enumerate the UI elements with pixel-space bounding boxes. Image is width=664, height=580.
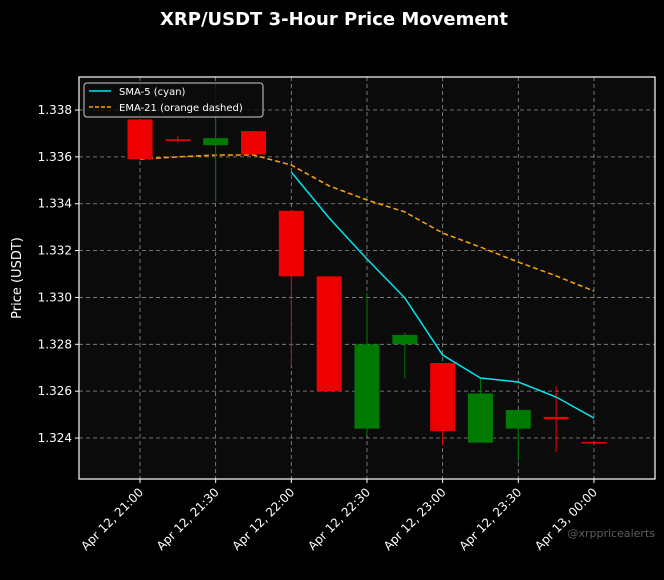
y-tick-label: 1.330 — [38, 290, 72, 304]
candle-body — [543, 416, 569, 420]
y-tick-label: 1.326 — [38, 384, 72, 398]
candle-body — [392, 334, 418, 345]
candle-body — [430, 363, 456, 431]
x-tick-label: Apr 13, 00:00 — [532, 485, 600, 553]
legend: SMA-5 (cyan) EMA-21 (orange dashed) — [83, 82, 264, 118]
candle-body — [203, 138, 229, 146]
candle-body — [127, 119, 153, 160]
candle-body — [505, 409, 531, 429]
candles-group — [127, 88, 607, 462]
sma-5-line — [290, 171, 595, 419]
x-tick-label: Apr 12, 21:30 — [154, 485, 222, 553]
candle-body — [354, 344, 380, 429]
y-axis-label: Price (USDT) — [10, 237, 25, 319]
x-tick-label: Apr 12, 23:30 — [456, 485, 524, 553]
y-axis: 1.324 1.326 1.328 1.330 1.332 1.334 1.336 1.338 — [38, 103, 79, 445]
y-tick-label: 1.336 — [38, 150, 72, 164]
candle-body — [165, 139, 191, 141]
x-tick-label: Apr 12, 22:30 — [305, 485, 373, 553]
legend-label-ema: EMA-21 (orange dashed) — [119, 103, 243, 114]
candle-body — [316, 276, 342, 392]
y-tick-label: 1.324 — [38, 431, 72, 445]
watermark: @xrppricealerts — [567, 527, 655, 540]
y-tick-label: 1.328 — [38, 337, 72, 351]
chart-title: XRP/USDT 3-Hour Price Movement — [160, 9, 508, 30]
y-tick-label: 1.334 — [38, 197, 72, 211]
candle-body — [278, 210, 304, 277]
sma-line-group — [290, 171, 595, 419]
x-axis: Apr 12, 21:00 Apr 12, 21:30 Apr 12, 22:00 A… — [78, 479, 600, 553]
y-tick-label: 1.332 — [38, 244, 72, 258]
x-tick-label: Apr 12, 23:00 — [381, 485, 449, 553]
x-tick-label: Apr 12, 21:00 — [78, 485, 146, 553]
legend-label-sma: SMA-5 (cyan) — [119, 87, 186, 98]
candle-body — [581, 441, 607, 444]
y-tick-label: 1.338 — [38, 103, 72, 117]
candle-body — [467, 393, 493, 443]
x-tick-label: Apr 12, 22:00 — [230, 485, 298, 553]
candle-body — [240, 131, 266, 155]
